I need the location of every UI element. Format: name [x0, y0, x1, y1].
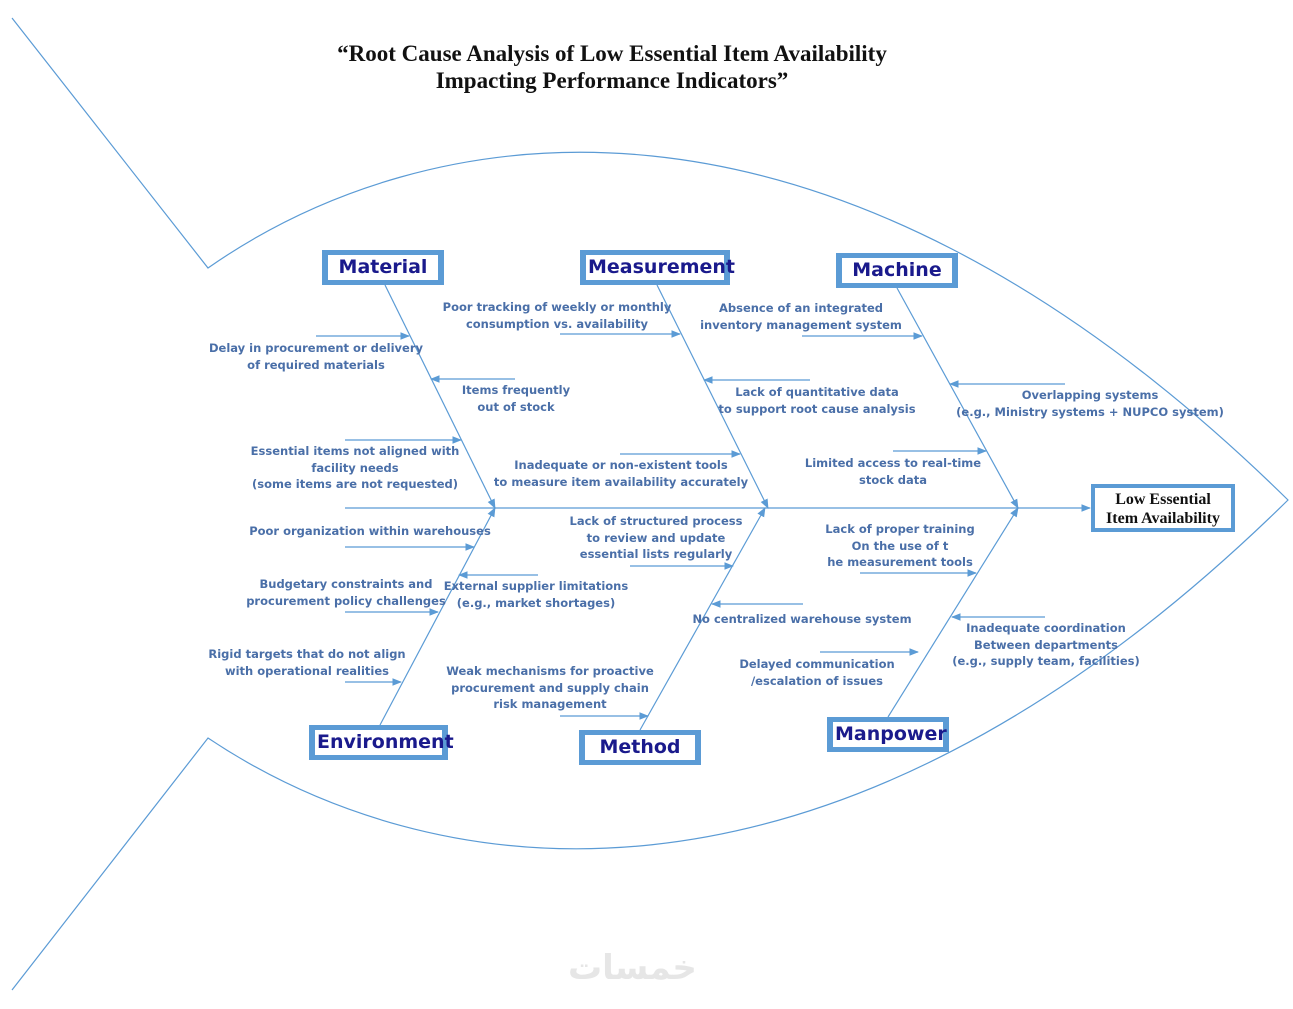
cause-line: he measurement tools	[827, 555, 973, 569]
bone-measurement	[656, 284, 769, 509]
category-label: Environment	[315, 730, 454, 755]
cause-line: (e.g., Ministry systems + NUPCO system)	[956, 404, 1224, 419]
effect-box: Low Essential Item Availability	[1091, 484, 1235, 532]
watermark-logo: خمسات	[568, 948, 697, 988]
bone-machine	[896, 287, 1019, 509]
title-line-2: Impacting Performance Indicators”	[435, 68, 789, 93]
cause-label: Inadequate coordination Between departmen…	[952, 620, 1140, 670]
cause-line: Overlapping systems	[1021, 388, 1159, 402]
category-label: Machine	[842, 258, 952, 283]
cause-label: Absence of an integrated inventory manage…	[700, 300, 902, 333]
cause-line: inventory management system	[700, 317, 902, 332]
cause-line: Items frequently	[461, 383, 571, 397]
category-measurement: Measurement	[580, 250, 735, 285]
cause-label: Budgetary constraints and procurement pol…	[246, 576, 446, 609]
cause-line: Poor organization within warehouses	[249, 524, 491, 538]
cause-line: risk management	[493, 697, 607, 711]
cause-line: Essential items not aligned with	[250, 444, 460, 458]
cause-line: procurement policy challenges	[246, 593, 446, 608]
cause-line: Delay in procurement or delivery	[208, 341, 424, 355]
cause-line: of required materials	[247, 357, 385, 372]
cause-label: Rigid targets that do not align with oper…	[208, 646, 405, 679]
category-label: Manpower	[833, 722, 947, 747]
cause-line: consumption vs. availability	[465, 316, 649, 331]
cause-label: Delay in procurement or delivery of requi…	[209, 340, 423, 373]
bone-method	[639, 507, 766, 731]
cause-line: Rigid targets that do not align	[208, 647, 406, 661]
cause-line: No centralized warehouse system	[692, 612, 912, 626]
cause-line: /escalation of issues	[750, 673, 884, 688]
cause-line: (e.g., supply team, facilities)	[952, 654, 1140, 668]
category-label: Method	[585, 735, 695, 760]
cause-line: Lack of proper training	[825, 522, 975, 536]
cause-line: On the use of t	[851, 538, 949, 553]
cause-label: Poor organization within warehouses	[249, 523, 491, 540]
cause-line: procurement and supply chain	[451, 680, 649, 695]
bone-environment	[379, 507, 496, 726]
category-label: Material	[328, 255, 438, 280]
cause-label: Limited access to real-time stock data	[805, 455, 981, 488]
cause-line: facility needs	[311, 460, 399, 475]
cause-line: Lack of structured process	[569, 514, 743, 528]
cause-line: to measure item availability accurately	[493, 474, 749, 489]
cause-line: Between departments	[974, 637, 1118, 652]
fish-body-outline	[11, 17, 1289, 991]
cause-line: (e.g., market shortages)	[456, 595, 616, 610]
cause-label: Weak mechanisms for proactive procurement…	[446, 663, 654, 713]
cause-label: External supplier limitations (e.g., mark…	[444, 578, 628, 611]
cause-line: Inadequate coordination	[966, 621, 1126, 635]
cause-line: Poor tracking of weekly or monthly	[442, 300, 672, 314]
cause-line: Absence of an integrated	[718, 301, 884, 315]
category-material: Material	[322, 250, 444, 285]
title-line-1: “Root Cause Analysis of Low Essential It…	[337, 41, 887, 66]
category-environment: Environment	[309, 725, 454, 760]
cause-label: Lack of quantitative data to support root…	[718, 384, 915, 417]
cause-line: Inadequate or non-existent tools	[514, 458, 728, 472]
cause-line: to support root cause analysis	[718, 401, 916, 416]
cause-label: Delayed communication/escalation of issu…	[739, 656, 894, 689]
category-machine: Machine	[836, 253, 958, 288]
cause-label: Overlapping systems (e.g., Ministry syste…	[956, 387, 1224, 420]
cause-line: (some items are not requested)	[251, 477, 458, 491]
cause-line: Limited access to real-time	[804, 456, 982, 470]
category-method: Method	[579, 730, 701, 765]
cause-line: stock data	[859, 472, 927, 487]
cause-line: Weak mechanisms for proactive	[446, 664, 654, 678]
cause-label: Inadequate or non-existent tools to measu…	[494, 457, 748, 490]
category-label: Measurement	[586, 255, 735, 280]
cause-label: Lack of proper training On the use of t he…	[825, 521, 974, 571]
effect-line-2: Item Availability	[1106, 510, 1220, 527]
cause-label: Items frequently out of stock	[462, 382, 570, 415]
cause-label: Essential items not aligned with facility…	[251, 443, 460, 493]
bone-material	[384, 284, 496, 509]
cause-line: to review and update	[586, 530, 726, 545]
cause-line: Lack of quantitative data	[735, 385, 899, 399]
cause-line: Budgetary constraints and	[259, 577, 433, 591]
bone-manpower	[887, 507, 1019, 718]
cause-line: External supplier limitations	[443, 579, 629, 593]
cause-label: Lack of structured process to review and …	[570, 513, 743, 563]
effect-line-1: Low Essential	[1115, 491, 1211, 508]
cause-line: essential lists regularly	[579, 547, 733, 561]
cause-line: out of stock	[477, 399, 555, 414]
cause-label: No centralized warehouse system	[692, 611, 911, 628]
category-manpower: Manpower	[827, 717, 949, 752]
cause-label: Poor tracking of weekly or monthly consum…	[443, 299, 672, 332]
cause-line: with operational realities	[224, 663, 390, 678]
cause-line: Delayed communication	[739, 657, 895, 671]
